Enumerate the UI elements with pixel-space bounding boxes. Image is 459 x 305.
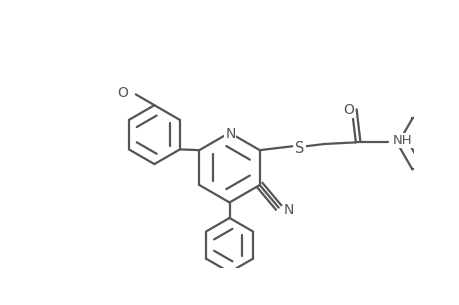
Text: N: N <box>283 203 293 217</box>
Text: O: O <box>343 103 353 117</box>
Text: O: O <box>117 86 128 100</box>
Text: N: N <box>224 127 235 141</box>
Text: S: S <box>295 141 304 156</box>
Text: NH: NH <box>392 134 412 147</box>
